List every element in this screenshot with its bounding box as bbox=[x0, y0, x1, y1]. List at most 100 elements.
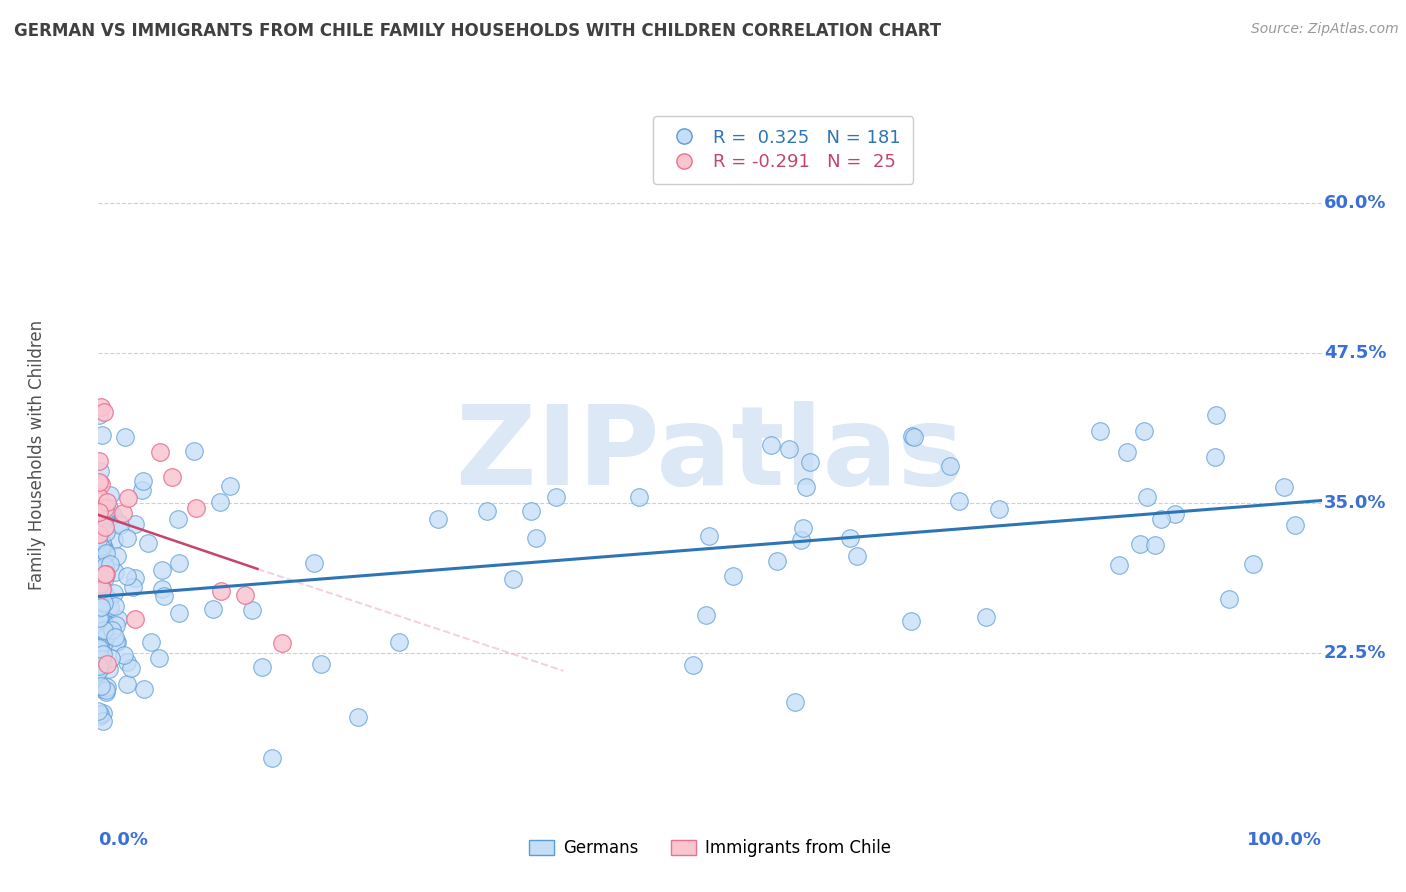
Point bbox=[900, 428, 922, 442]
Point bbox=[131, 474, 153, 488]
Point bbox=[87, 599, 110, 614]
Point bbox=[778, 442, 800, 456]
Point bbox=[97, 593, 120, 607]
Point bbox=[87, 574, 110, 589]
Point bbox=[87, 454, 110, 468]
Point bbox=[96, 657, 118, 672]
Point bbox=[105, 634, 128, 648]
Point bbox=[91, 582, 114, 596]
Point bbox=[519, 503, 541, 517]
Point bbox=[87, 665, 110, 679]
Point bbox=[131, 483, 153, 497]
Point bbox=[974, 610, 997, 624]
Point bbox=[695, 607, 717, 622]
Point bbox=[122, 580, 145, 594]
Point bbox=[98, 557, 121, 571]
Point bbox=[627, 490, 650, 504]
Point bbox=[93, 509, 115, 524]
Point bbox=[124, 516, 146, 531]
Point bbox=[544, 491, 567, 505]
Point bbox=[98, 600, 121, 615]
Point bbox=[100, 651, 122, 665]
Point bbox=[89, 661, 111, 675]
Point bbox=[427, 512, 450, 526]
Point bbox=[240, 603, 263, 617]
Point bbox=[682, 657, 704, 672]
Point bbox=[89, 610, 111, 624]
Point bbox=[218, 478, 240, 492]
Point bbox=[1132, 424, 1154, 438]
Point bbox=[98, 501, 121, 516]
Point bbox=[838, 531, 860, 545]
Text: Family Households with Children: Family Households with Children bbox=[28, 320, 46, 590]
Point bbox=[87, 643, 110, 657]
Point bbox=[90, 578, 112, 592]
Point bbox=[167, 556, 190, 570]
Point bbox=[94, 629, 117, 643]
Point bbox=[183, 443, 205, 458]
Point bbox=[903, 429, 925, 443]
Point bbox=[87, 505, 110, 519]
Point bbox=[104, 599, 127, 614]
Point bbox=[87, 490, 110, 504]
Point bbox=[87, 580, 110, 594]
Point bbox=[104, 618, 127, 632]
Point bbox=[94, 587, 117, 601]
Point bbox=[117, 491, 139, 505]
Point bbox=[149, 445, 172, 459]
Point bbox=[186, 501, 208, 516]
Point bbox=[98, 488, 121, 502]
Point bbox=[87, 541, 110, 556]
Point bbox=[93, 564, 115, 578]
Point bbox=[90, 679, 112, 693]
Point bbox=[115, 568, 138, 582]
Point bbox=[766, 553, 789, 567]
Point bbox=[1241, 557, 1264, 571]
Point bbox=[107, 612, 129, 626]
Point bbox=[89, 528, 111, 542]
Point bbox=[91, 622, 114, 636]
Point bbox=[93, 596, 115, 610]
Point bbox=[1274, 480, 1296, 494]
Point bbox=[96, 683, 118, 698]
Point bbox=[100, 623, 122, 637]
Point bbox=[1116, 445, 1139, 459]
Point bbox=[90, 519, 112, 533]
Point bbox=[209, 583, 232, 598]
Point bbox=[90, 400, 112, 414]
Point bbox=[1143, 538, 1166, 552]
Point bbox=[89, 576, 111, 591]
Point bbox=[110, 517, 132, 532]
Point bbox=[93, 505, 115, 519]
Point bbox=[117, 531, 139, 545]
Point bbox=[153, 589, 176, 603]
Point bbox=[87, 659, 110, 673]
Point bbox=[87, 601, 110, 615]
Point bbox=[93, 599, 115, 613]
Point bbox=[90, 476, 112, 491]
Point bbox=[90, 542, 112, 557]
Point bbox=[93, 706, 115, 721]
Point bbox=[93, 657, 115, 672]
Point bbox=[1129, 537, 1152, 551]
Text: 47.5%: 47.5% bbox=[1324, 344, 1386, 362]
Point bbox=[120, 661, 142, 675]
Point bbox=[233, 588, 256, 602]
Point bbox=[91, 427, 114, 442]
Point bbox=[302, 556, 325, 570]
Point bbox=[90, 505, 112, 519]
Point bbox=[91, 583, 114, 598]
Point bbox=[89, 597, 111, 611]
Point bbox=[783, 695, 806, 709]
Point bbox=[697, 529, 720, 543]
Point bbox=[1284, 518, 1306, 533]
Point bbox=[938, 458, 960, 473]
Point bbox=[160, 470, 183, 484]
Point bbox=[103, 533, 125, 547]
Point bbox=[1164, 508, 1187, 522]
Point bbox=[250, 660, 273, 674]
Point bbox=[94, 546, 117, 560]
Point bbox=[94, 684, 117, 698]
Point bbox=[87, 649, 110, 664]
Point bbox=[90, 599, 112, 614]
